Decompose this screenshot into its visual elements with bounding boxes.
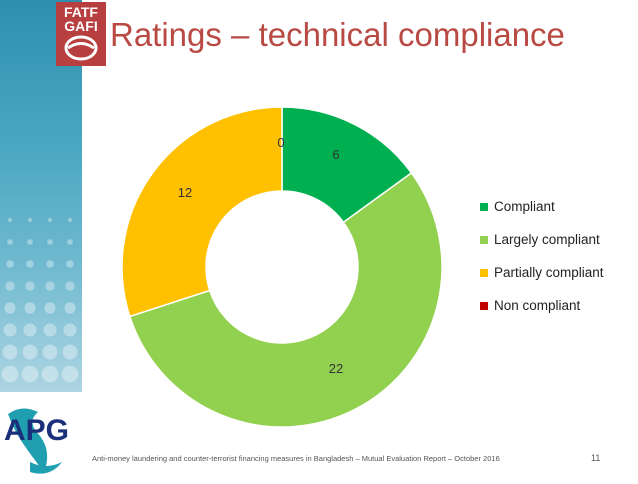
apg-logo-text: APG xyxy=(4,414,69,447)
donut-slice-partially-compliant xyxy=(121,106,283,318)
apg-logo: APG xyxy=(0,392,82,479)
chart-legend: Compliant Largely compliant Partially comp… xyxy=(480,190,604,322)
fatf-swirl-icon xyxy=(64,35,98,61)
donut-slice-compliant xyxy=(281,106,413,224)
donut-chart: 6 22 12 0 xyxy=(121,106,443,428)
footer-text: Anti-money laundering and counter-terror… xyxy=(92,454,500,463)
fatf-gafi-logo: FATF GAFI xyxy=(56,2,106,66)
legend-label: Non compliant xyxy=(494,298,581,313)
legend-label: Partially compliant xyxy=(494,265,604,280)
data-label-largely-compliant: 22 xyxy=(329,361,343,376)
legend-swatch xyxy=(480,235,488,244)
legend-swatch xyxy=(480,301,488,310)
legend-item-partially-compliant: Partially compliant xyxy=(480,256,604,289)
dot-pattern xyxy=(1,218,79,383)
legend-item-non-compliant: Non compliant xyxy=(480,289,604,322)
donut-slice-largely-compliant xyxy=(128,171,443,428)
legend-swatch xyxy=(480,268,488,277)
apg-logo-graphic: APG xyxy=(4,408,69,474)
data-label-partially-compliant: 12 xyxy=(178,185,192,200)
legend-label: Largely compliant xyxy=(494,232,600,247)
legend-swatch xyxy=(480,202,488,211)
data-label-compliant: 6 xyxy=(332,147,339,162)
page-number: 11 xyxy=(591,453,601,463)
legend-label: Compliant xyxy=(494,199,555,214)
gafi-logo-text: GAFI xyxy=(64,18,98,34)
page-title: Ratings – technical compliance xyxy=(110,16,565,53)
fatf-logo-text: FATF xyxy=(64,4,98,20)
legend-item-compliant: Compliant xyxy=(480,190,604,223)
data-label-non-compliant: 0 xyxy=(277,135,284,150)
legend-item-largely-compliant: Largely compliant xyxy=(480,223,604,256)
